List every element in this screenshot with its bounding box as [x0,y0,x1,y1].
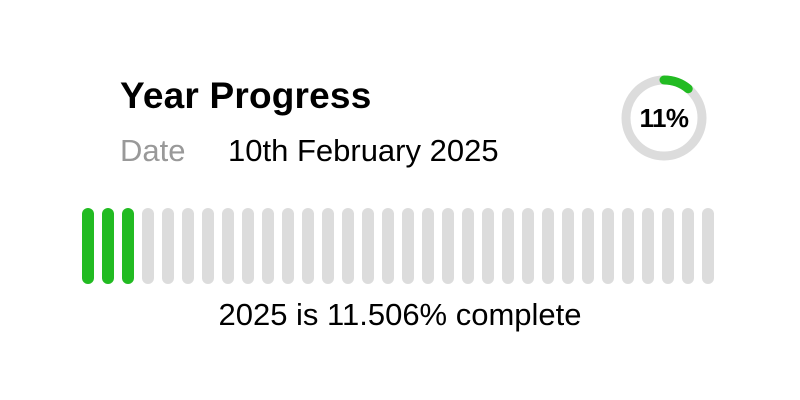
progress-bar-segment-empty [382,208,394,284]
progress-bar-segment-empty [542,208,554,284]
progress-bar-segment-empty [422,208,434,284]
progress-bar-segment-filled [82,208,94,284]
progress-ring-arc [621,75,707,161]
progress-bar-segment-empty [482,208,494,284]
progress-bar-segment-empty [162,208,174,284]
progress-bar-segment-empty [502,208,514,284]
date-label: Date [120,133,186,168]
progress-bar-segment-empty [262,208,274,284]
progress-bar-segment-empty [622,208,634,284]
progress-ring-percent: 11% [639,103,689,133]
progress-caption: 2025 is 11.506% complete [218,297,582,332]
progress-bar-segment-empty [582,208,594,284]
progress-bar-segment-empty [662,208,674,284]
progress-bar-segment-empty [562,208,574,284]
progress-bar-segment-empty [702,208,714,284]
progress-bar-segment-empty [602,208,614,284]
progress-bar-segment-empty [682,208,694,284]
progress-bar-segment-empty [242,208,254,284]
progress-bar-segment-empty [182,208,194,284]
progress-bar-segment-empty [302,208,314,284]
progress-bar-segment-empty [142,208,154,284]
progress-ring-graphic [621,75,707,161]
date-row: Date 10th February 2025 [120,132,499,170]
progress-bar-segment-empty [642,208,654,284]
progress-bar-segment-empty [362,208,374,284]
progress-bar-segment-filled [102,208,114,284]
widget-title: Year Progress [120,75,372,116]
progress-bar-segment-empty [462,208,474,284]
progress-bar-segment-empty [322,208,334,284]
progress-bar-segment-empty [202,208,214,284]
progress-bar-segment-empty [442,208,454,284]
progress-bar-segment-empty [342,208,354,284]
progress-bar-segment-empty [522,208,534,284]
progress-bar-segment-empty [222,208,234,284]
progress-bar-segment-filled [122,208,134,284]
progress-ring: 11% [620,74,708,162]
progress-bar-segment-empty [402,208,414,284]
date-value: 10th February 2025 [228,133,499,168]
progress-bars [82,208,722,284]
progress-bar-segment-empty [282,208,294,284]
